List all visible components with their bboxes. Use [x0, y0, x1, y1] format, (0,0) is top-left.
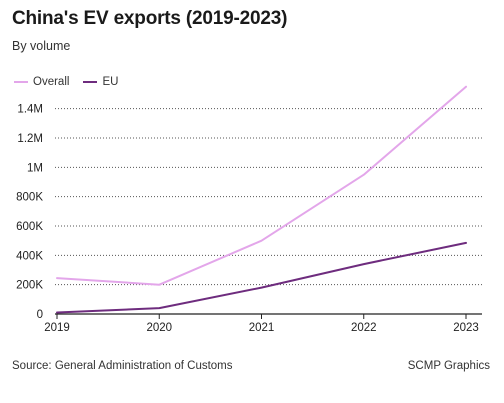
x-tick-label: 2019: [44, 322, 70, 334]
y-tick-label: 600K: [16, 221, 43, 233]
legend-swatch-eu: [83, 81, 98, 83]
legend-item-overall: Overall: [14, 76, 69, 88]
series-lines: [56, 85, 467, 314]
series-line-overall: [56, 85, 467, 286]
y-tick-label: 1.4M: [17, 104, 43, 116]
x-axis: 2019 2020 2021 2022 2023: [44, 313, 482, 334]
x-tick-label: 2023: [453, 322, 479, 334]
legend-label-eu: EU: [102, 76, 119, 88]
legend-swatch-overall: [14, 81, 28, 83]
chart-subtitle: By volume: [12, 39, 71, 53]
y-tick-label: 800K: [16, 192, 43, 204]
x-tick-label: 2022: [351, 322, 377, 334]
y-tick-label: 1.2M: [17, 133, 43, 145]
chart-title: China's EV exports (2019-2023): [12, 8, 288, 29]
y-tick-label: 400K: [16, 250, 43, 262]
legend-item-eu: EU: [83, 76, 118, 88]
source-note: Source: General Administration of Custom…: [12, 360, 233, 372]
gridlines: [55, 108, 482, 286]
legend-label-overall: Overall: [33, 76, 70, 88]
y-tick-label: 1M: [27, 162, 43, 174]
chart-legend: Overall EU: [14, 76, 132, 88]
series-line-eu: [56, 241, 467, 314]
y-tick-label: 200K: [16, 280, 43, 292]
x-tick-label: 2021: [249, 322, 275, 334]
y-tick-label: 0: [37, 309, 43, 321]
y-axis: 0 200K 400K 600K 800K 1M 1.2M 1.4M: [16, 104, 43, 321]
credit-note: SCMP Graphics: [407, 360, 490, 372]
x-tick-label: 2020: [146, 322, 172, 334]
